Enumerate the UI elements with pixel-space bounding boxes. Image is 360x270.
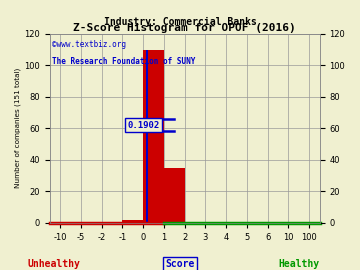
Bar <box>164 168 185 223</box>
Text: ©www.textbiz.org: ©www.textbiz.org <box>53 40 126 49</box>
Bar <box>143 50 164 223</box>
Y-axis label: Number of companies (151 total): Number of companies (151 total) <box>15 68 22 188</box>
Text: Healthy: Healthy <box>278 259 319 269</box>
Bar <box>122 220 143 223</box>
Title: Z-Score Histogram for OPOF (2016): Z-Score Histogram for OPOF (2016) <box>73 23 296 33</box>
Text: Score: Score <box>165 259 195 269</box>
Text: 0.1902: 0.1902 <box>128 121 160 130</box>
Text: Industry: Commercial Banks: Industry: Commercial Banks <box>104 17 256 27</box>
Text: The Research Foundation of SUNY: The Research Foundation of SUNY <box>53 57 196 66</box>
Bar <box>146 50 148 223</box>
Text: Unhealthy: Unhealthy <box>28 259 80 269</box>
